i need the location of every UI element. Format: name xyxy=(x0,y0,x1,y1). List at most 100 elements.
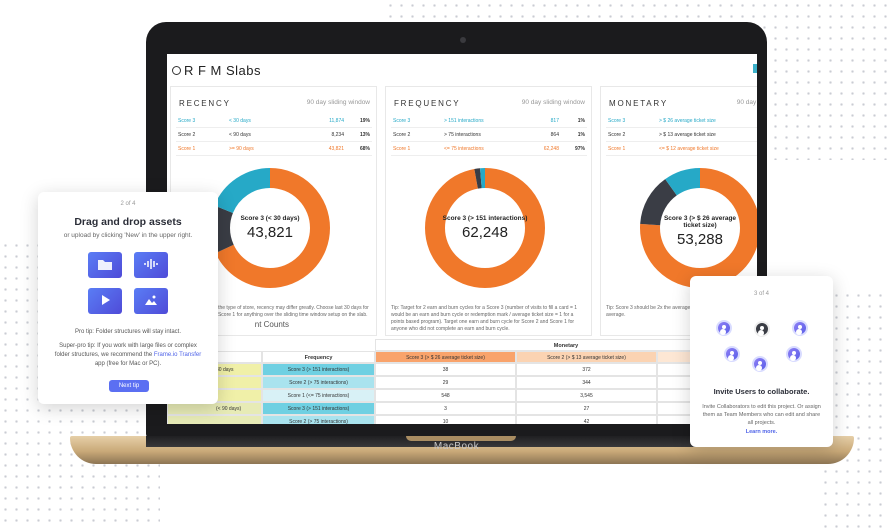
side-tab[interactable] xyxy=(753,64,757,73)
donut-center-label: Score 3 (> $ 26 average ticket size) 53,2… xyxy=(656,215,744,248)
avatar xyxy=(716,320,732,336)
score-range: > $ 13 average ticket size xyxy=(659,132,716,138)
window-note: 90 day sliding window xyxy=(306,99,370,106)
collaborator-avatars xyxy=(710,316,814,378)
donut-segment xyxy=(210,168,330,288)
score-percent: 19% xyxy=(359,118,370,124)
score-percent: 68% xyxy=(359,146,370,152)
panel-title: MONETARY xyxy=(609,99,668,108)
score-row: Score 2 > 75 interactions 864 1% xyxy=(391,129,587,142)
next-tip-button[interactable]: Next tip xyxy=(109,380,149,392)
onboarding-tip-card: 2 of 4 Drag and drop assets or upload by… xyxy=(38,192,218,404)
donut-chart xyxy=(210,168,330,288)
recency-cell xyxy=(167,415,262,424)
score-row: Score 1 >= 90 days 43,821 68% xyxy=(176,143,372,156)
donut-segment xyxy=(640,168,757,288)
donut-center-title: Score 3 (> $ 26 average ticket size) xyxy=(663,215,737,229)
asset-type-tiles xyxy=(88,252,168,320)
monetary-score3-header: Score 3 (> $ 26 average ticket size) xyxy=(375,351,516,363)
score-name: Score 2 xyxy=(393,132,411,138)
folder-icon xyxy=(88,252,122,278)
avatar xyxy=(792,320,808,336)
score-range: <= 75 interactions xyxy=(444,146,484,152)
score-name: Score 3 xyxy=(178,118,196,124)
score-count: 43,821 xyxy=(328,146,344,152)
avatar xyxy=(724,346,740,362)
score-percent: 97% xyxy=(574,146,585,152)
window-note: 90 day sliding window xyxy=(521,99,585,106)
score-range: > $ 26 average ticket size xyxy=(659,118,716,124)
tip-subtitle: or upload by clicking 'New' in the upper… xyxy=(63,232,193,239)
score-row: Score 1 <= 75 interactions 62,248 97% xyxy=(391,143,587,156)
frequency-panel: FREQUENCY 90 day sliding window Score 3 > 1… xyxy=(385,86,592,336)
step-indicator: 3 of 4 xyxy=(753,291,769,297)
score-name: Score 1 xyxy=(178,146,196,152)
segment-counts-table: MonetaryncyFrequencyScore 3 (> $ 26 aver… xyxy=(167,339,757,424)
score-range: >= 90 days xyxy=(229,146,254,152)
score-count: 8,234 xyxy=(331,132,344,138)
donut-center-value: 43,821 xyxy=(247,224,293,241)
donut-center-title: Score 3 (> 151 interactions) xyxy=(442,215,528,222)
donut-center-label: Score 3 (> 151 interactions) 62,248 xyxy=(441,215,529,241)
tip-title: Drag and drop assets xyxy=(74,216,182,228)
avatar xyxy=(786,346,802,362)
window-note: 90 day sliding window xyxy=(736,99,757,106)
panel-title: RECENCY xyxy=(179,99,231,108)
super-pro-tip-suffix: app (free for Mac or PC). xyxy=(94,361,162,367)
donut-segment xyxy=(425,168,545,288)
score-percent: 1% xyxy=(577,132,585,138)
score-range: < 30 days xyxy=(229,118,251,124)
count-cell: 42 xyxy=(516,415,657,424)
score-row: Score 2 < 90 days 8,234 13% xyxy=(176,129,372,142)
count-cell: 29 xyxy=(375,376,516,389)
image-icon xyxy=(134,288,168,314)
device-label: MacBook xyxy=(433,441,480,452)
frequency-cell: Score 3 (> 151 interactions) xyxy=(262,402,375,415)
score-name: Score 3 xyxy=(608,118,626,124)
count-cell: 548 xyxy=(375,389,516,402)
panel-tip: Tip: Target for 2 earn and burn cycles f… xyxy=(391,305,578,332)
donut-center-value: 53,288 xyxy=(677,231,723,248)
score-row: Score 2 > $ 13 average ticket size xyxy=(606,129,757,142)
score-row: Score 3 > $ 26 average ticket size xyxy=(606,115,757,128)
count-cell: 344 xyxy=(516,376,657,389)
page-title: R F M Slabs xyxy=(172,63,261,78)
super-pro-tip: Super-pro tip: If you work with large fi… xyxy=(52,342,204,369)
count-cell: 38 xyxy=(375,363,516,376)
count-cell: 27 xyxy=(516,402,657,415)
score-name: Score 1 xyxy=(608,146,626,152)
avatar xyxy=(752,356,768,372)
frequency-cell: Score 2 (> 75 interactions) xyxy=(262,376,375,389)
invite-users-card: 3 of 4 Invite Users to collaborate. Invi… xyxy=(690,276,833,447)
score-name: Score 2 xyxy=(608,132,626,138)
score-count: 62,248 xyxy=(543,146,559,152)
monetary-score2-header: Score 2 (> $ 13 average ticket size) xyxy=(516,351,657,363)
super-pro-tip-text: Super-pro tip: If you work with large fi… xyxy=(54,343,197,358)
count-cell: 3 xyxy=(375,402,516,415)
score-row: Score 3 < 30 days 11,874 19% xyxy=(176,115,372,128)
frequency-cell: Score 3 (> 151 interactions) xyxy=(262,363,375,376)
score-name: Score 2 xyxy=(178,132,196,138)
score-range: > 151 interactions xyxy=(444,118,484,124)
laptop-notch xyxy=(406,436,516,441)
back-icon[interactable] xyxy=(172,66,181,75)
score-count: 11,874 xyxy=(329,118,344,124)
audio-icon xyxy=(134,252,168,278)
transfer-app-link[interactable]: Frame.io Transfer xyxy=(153,352,202,358)
donut-segment xyxy=(210,168,330,288)
laptop-hinge xyxy=(146,436,767,447)
count-cell: 372 xyxy=(516,363,657,376)
score-name: Score 3 xyxy=(393,118,411,124)
donut-chart xyxy=(425,168,545,288)
avatar xyxy=(754,321,770,337)
step-indicator: 2 of 4 xyxy=(120,201,136,207)
score-range: <= $ 12 average ticket size xyxy=(659,146,719,152)
learn-more-link[interactable]: Learn more. xyxy=(745,429,778,435)
segment-counts-title: nt Counts xyxy=(254,320,289,329)
panel-title: FREQUENCY xyxy=(394,99,461,108)
score-row: Score 1 <= $ 12 average ticket size xyxy=(606,143,757,156)
score-count: 817 xyxy=(550,118,559,124)
video-icon xyxy=(88,288,122,314)
camera-icon xyxy=(460,37,466,43)
donut-center-label: Score 3 (< 30 days) 43,821 xyxy=(226,215,314,241)
